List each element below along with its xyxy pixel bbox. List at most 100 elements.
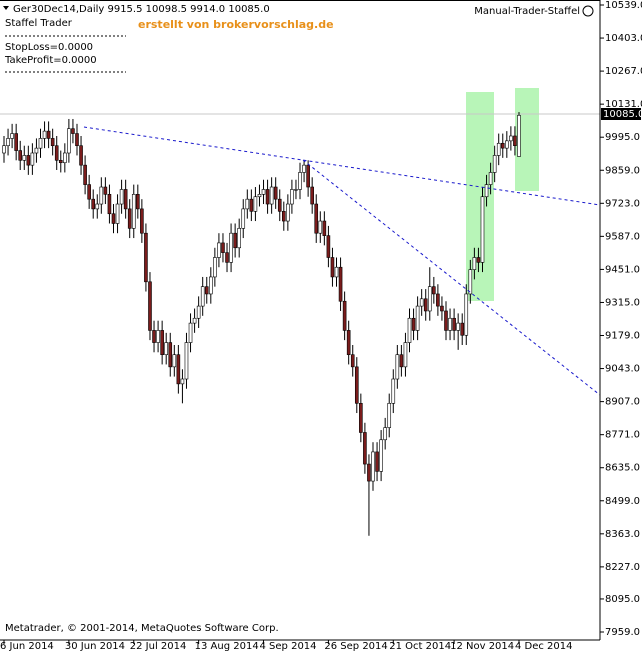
candle-body: [164, 342, 168, 356]
candle-body: [444, 310, 448, 331]
candle-body: [144, 232, 148, 283]
expert-name: Manual-Trader-Staffel: [474, 6, 580, 17]
candle-body: [156, 330, 160, 343]
candle-body: [294, 189, 298, 191]
candle-body: [172, 354, 177, 368]
candle-body: [338, 266, 343, 302]
candle-body: [34, 147, 39, 154]
candle-body: [115, 203, 120, 224]
candle-body: [436, 293, 440, 307]
candle-body: [22, 155, 27, 161]
candle-body: [200, 286, 205, 307]
indicator-name: Staffel Trader: [5, 18, 73, 29]
candle-body: [180, 378, 185, 385]
candle-body: [480, 196, 485, 263]
candle-body: [42, 130, 47, 139]
candle-body: [18, 150, 23, 161]
candle-body: [423, 298, 428, 312]
y-tick-label: 9587.0: [605, 231, 640, 242]
candle-body: [346, 330, 351, 356]
candle-body: [221, 242, 225, 253]
candle-body: [468, 269, 473, 295]
copyright: Metatrader, © 2001-2014, MetaQuotes Soft…: [5, 623, 279, 634]
candle-body: [225, 252, 229, 263]
candle-body: [286, 203, 290, 222]
candle-body: [419, 298, 424, 307]
last-price-box: [601, 108, 641, 120]
candle-body: [407, 317, 412, 343]
candle-body: [30, 152, 35, 166]
x-tick-label: 22 Jul 2014: [130, 641, 187, 652]
y-tick-label: 8635.0: [605, 463, 640, 474]
y-tick-label: 8095.0: [605, 594, 640, 605]
candle-body: [184, 342, 189, 380]
candle-body: [209, 276, 213, 295]
y-tick-label: 9315.0: [605, 297, 640, 308]
candle-body: [249, 198, 254, 212]
candle-body: [403, 342, 408, 368]
candle-body: [241, 208, 246, 229]
candle-body: [306, 164, 310, 188]
candle-body: [79, 145, 83, 166]
candle-body: [359, 403, 363, 433]
candle-body: [399, 354, 404, 368]
candle-body: [273, 186, 278, 200]
candle-body: [505, 140, 509, 149]
candle-body: [217, 242, 221, 258]
y-tick-label: 10267.0: [605, 66, 642, 77]
trend-line: [83, 126, 601, 206]
candle-body: [513, 135, 517, 147]
candle-body: [460, 322, 465, 336]
candle-body: [318, 220, 323, 234]
candle-body: [140, 208, 144, 234]
candle-body: [452, 317, 456, 331]
candle-body: [75, 133, 79, 147]
candle-body: [103, 186, 108, 195]
y-tick-label: 8363.0: [605, 529, 640, 540]
y-tick-label: 8499.0: [605, 496, 640, 507]
x-tick-label: 4 Dec 2014: [515, 641, 573, 652]
take-profit: TakeProfit=0.0000: [4, 55, 97, 66]
candle-body: [83, 164, 87, 185]
candle-body: [492, 155, 497, 173]
stop-loss: StopLoss=0.0000: [5, 42, 93, 53]
candle-body: [168, 342, 173, 368]
candle-body: [188, 322, 193, 343]
x-tick-label: 4 Sep 2014: [260, 641, 317, 652]
candle-body: [269, 186, 274, 205]
candle-body: [107, 194, 112, 215]
candle-body: [233, 232, 237, 249]
candle-body: [354, 366, 359, 404]
candle-body: [204, 286, 209, 295]
candle-body: [290, 189, 294, 205]
y-tick-label: 9043.0: [605, 364, 640, 375]
y-tick-label: 9451.0: [605, 264, 640, 275]
candle-body: [395, 354, 400, 380]
x-tick-label: 21 Oct 2014: [389, 641, 451, 652]
expert-icon: [582, 5, 594, 17]
y-tick-label: 9995.0: [605, 132, 640, 143]
candle-body: [2, 145, 6, 154]
candle-body: [261, 189, 266, 195]
candle-body: [432, 286, 436, 295]
candle-body: [500, 142, 505, 149]
candle-body: [472, 257, 477, 270]
candle-body: [136, 194, 140, 210]
candle-body: [253, 196, 258, 212]
y-tick-label: 10403.0: [605, 33, 642, 44]
last-price-label: 10085.0: [603, 109, 642, 120]
candle-body: [237, 228, 241, 249]
x-tick-label: 30 Jun 2014: [65, 641, 125, 652]
candle-body: [298, 172, 302, 190]
candle-body: [326, 235, 331, 258]
candle-body: [50, 138, 55, 147]
candle-body: [363, 432, 367, 465]
candle-body: [334, 266, 339, 278]
candle-body: [440, 305, 444, 312]
candle-body: [257, 194, 262, 198]
candle-body: [322, 220, 327, 236]
candle-body: [119, 189, 124, 205]
candle-body: [427, 286, 432, 312]
candle-body: [87, 184, 91, 200]
